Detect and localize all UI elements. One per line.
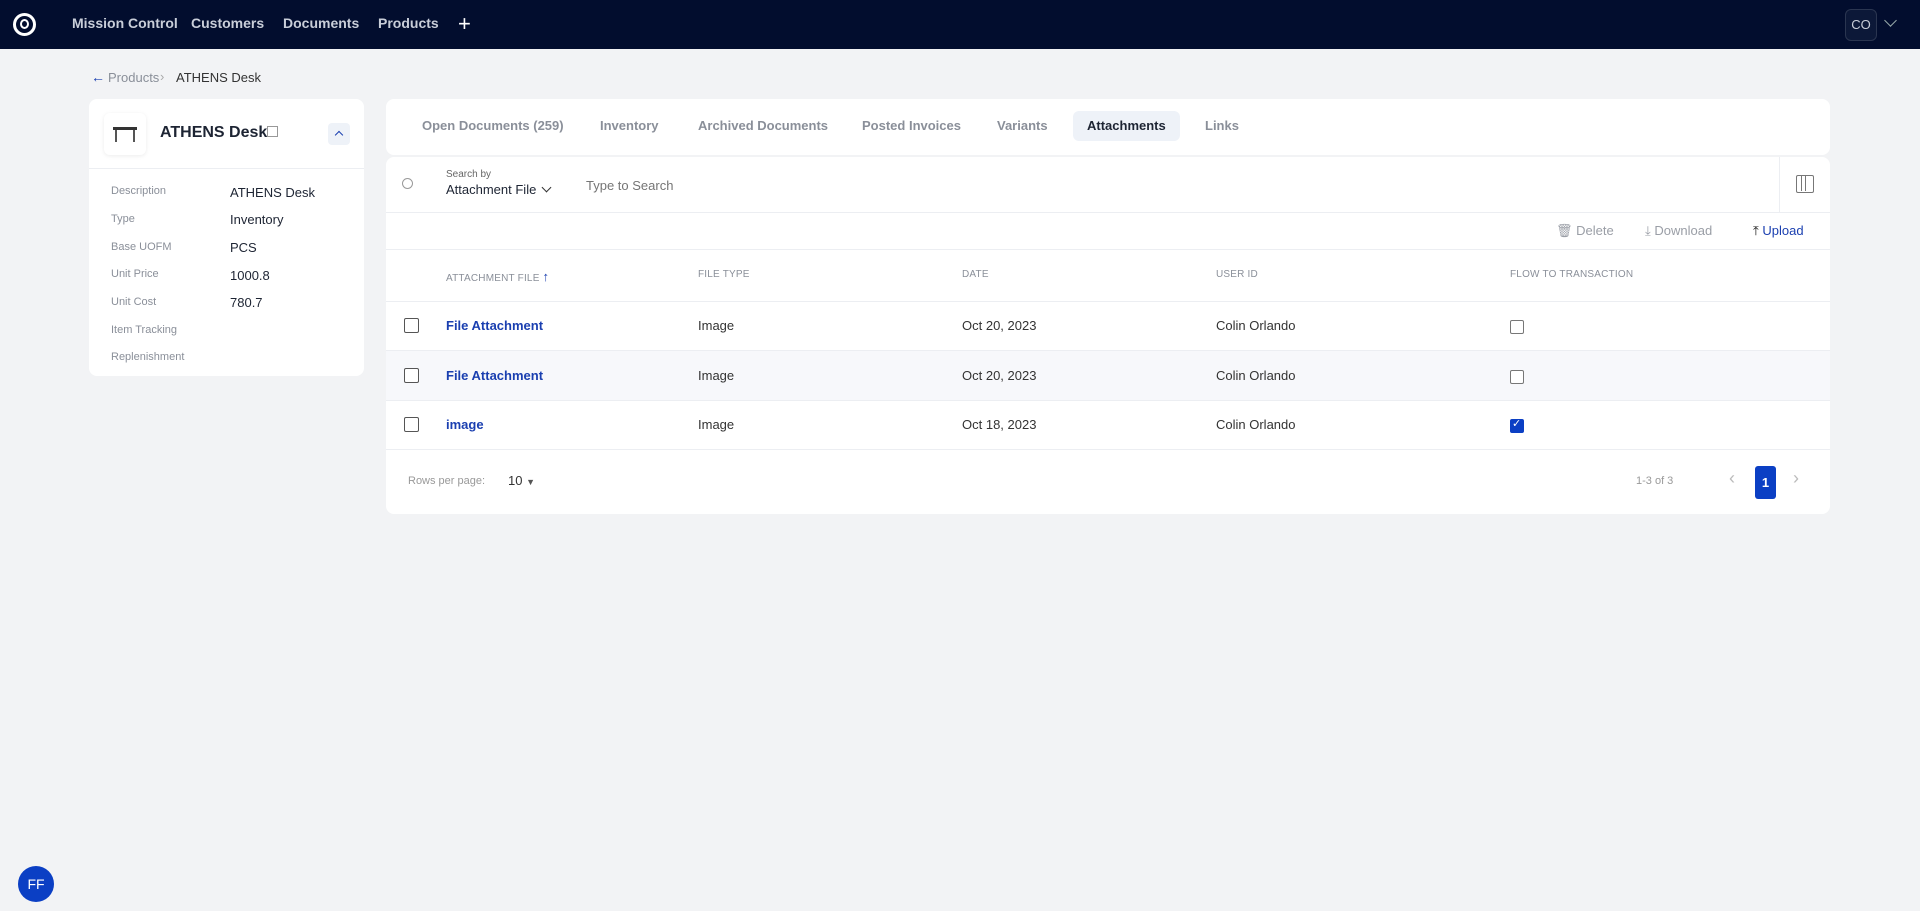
rows-per-page-value: 10 bbox=[508, 473, 523, 488]
tab-archived-documents[interactable]: Archived Documents bbox=[698, 118, 829, 133]
upload-label: Upload bbox=[1762, 223, 1804, 238]
nav-customers[interactable]: Customers bbox=[191, 15, 265, 31]
download-label: Download bbox=[1654, 223, 1713, 238]
nav-mission-control[interactable]: Mission Control bbox=[72, 15, 178, 31]
file-type-cell: Image bbox=[698, 417, 735, 432]
tab-posted-invoices[interactable]: Posted Invoices bbox=[862, 118, 961, 133]
upload-button[interactable]: ⤒ Upload bbox=[1753, 223, 1804, 239]
pagination-range: 1-3 of 3 bbox=[1636, 475, 1674, 487]
download-icon: ⤓ bbox=[1645, 223, 1651, 238]
breadcrumb-parent[interactable]: Products bbox=[108, 70, 160, 85]
column-header-attachment-file[interactable]: ATTACHMENT FILE ↑ bbox=[446, 269, 550, 284]
user-id-cell: Colin Orlando bbox=[1216, 367, 1296, 383]
breadcrumb-current: ATHENS Desk bbox=[176, 70, 261, 85]
next-page-icon[interactable]: › bbox=[1793, 468, 1799, 488]
field-label: Unit Cost bbox=[111, 296, 157, 308]
field-label: Description bbox=[111, 185, 167, 197]
column-header-date[interactable]: DATE bbox=[962, 269, 989, 280]
back-arrow-icon[interactable]: ← bbox=[91, 69, 105, 85]
search-input[interactable] bbox=[586, 174, 1686, 196]
app-logo-icon[interactable] bbox=[13, 13, 36, 36]
field-value: ATHENS Desk bbox=[230, 185, 315, 200]
field-value: 780.7 bbox=[230, 295, 263, 310]
nav-documents[interactable]: Documents bbox=[283, 15, 360, 31]
user-avatar-button[interactable]: CO bbox=[1845, 9, 1877, 41]
file-type-cell: Image bbox=[698, 367, 735, 383]
divider bbox=[386, 249, 1830, 250]
field-value: PCS bbox=[230, 240, 257, 255]
column-header-flow-to-transaction[interactable]: FLOW TO TRANSACTION bbox=[1510, 269, 1634, 280]
flow-to-transaction-checkbox[interactable] bbox=[1510, 369, 1524, 384]
delete-button[interactable]: 🗑 Delete bbox=[1556, 223, 1614, 239]
download-button[interactable]: ⤓ Download bbox=[1645, 223, 1712, 239]
attachments-table-card bbox=[386, 157, 1830, 514]
external-link-icon[interactable] bbox=[267, 126, 278, 137]
table-row[interactable]: File Attachment Image Oct 20, 2023 Colin… bbox=[386, 301, 1830, 351]
columns-icon[interactable] bbox=[1796, 175, 1814, 193]
column-header-file-type[interactable]: FILE TYPE bbox=[698, 269, 750, 280]
attachment-file-link[interactable]: File Attachment bbox=[446, 318, 544, 333]
product-thumbnail bbox=[104, 113, 146, 155]
tab-inventory[interactable]: Inventory bbox=[600, 118, 659, 133]
nav-products[interactable]: Products bbox=[378, 15, 439, 31]
page-1-button[interactable]: 1 bbox=[1755, 466, 1776, 499]
tab-links[interactable]: Links bbox=[1205, 118, 1239, 133]
search-by-label: Search by bbox=[446, 169, 492, 180]
field-label: Type bbox=[111, 213, 135, 225]
table-row[interactable]: File Attachment Image Oct 20, 2023 Colin… bbox=[386, 350, 1830, 401]
add-tab-plus-icon[interactable]: + bbox=[458, 11, 471, 36]
rows-per-page-label: Rows per page: bbox=[408, 475, 486, 487]
upload-icon: ⤒ bbox=[1753, 223, 1759, 238]
tab-open-documents[interactable]: Open Documents (259) bbox=[422, 118, 564, 133]
flow-to-transaction-checkbox[interactable] bbox=[1510, 320, 1524, 334]
field-label: Base UOFM bbox=[111, 241, 172, 253]
caret-down-icon: ▼ bbox=[526, 477, 536, 487]
tab-attachments[interactable]: Attachments bbox=[1073, 111, 1180, 141]
search-field-value: Attachment File bbox=[446, 182, 537, 197]
top-navbar bbox=[0, 0, 1920, 49]
field-label: Item Tracking bbox=[111, 324, 178, 336]
chevron-down-icon bbox=[541, 182, 552, 193]
search-icon bbox=[402, 178, 413, 189]
file-type-cell: Image bbox=[698, 318, 735, 333]
breadcrumb-separator-icon: › bbox=[160, 69, 165, 84]
sort-ascending-icon: ↑ bbox=[542, 269, 550, 284]
row-select-checkbox[interactable] bbox=[404, 367, 419, 383]
field-value: Inventory bbox=[230, 212, 284, 227]
delete-label: Delete bbox=[1576, 223, 1614, 238]
row-select-checkbox[interactable] bbox=[404, 318, 419, 333]
date-cell: Oct 20, 2023 bbox=[962, 318, 1037, 333]
divider bbox=[386, 212, 1830, 213]
user-id-cell: Colin Orlando bbox=[1216, 318, 1296, 333]
field-value: 1000.8 bbox=[230, 268, 270, 283]
chevron-up-icon bbox=[334, 130, 344, 140]
previous-page-icon[interactable]: ‹ bbox=[1729, 468, 1735, 488]
date-cell: Oct 20, 2023 bbox=[962, 367, 1037, 383]
trash-icon: 🗑 bbox=[1556, 223, 1573, 238]
field-label: Unit Price bbox=[111, 268, 159, 280]
date-cell: Oct 18, 2023 bbox=[962, 417, 1037, 432]
collapse-button[interactable] bbox=[328, 123, 350, 145]
row-select-checkbox[interactable] bbox=[404, 417, 419, 432]
user-id-cell: Colin Orlando bbox=[1216, 417, 1296, 432]
column-header-user-id[interactable]: USER ID bbox=[1216, 269, 1258, 280]
product-title: ATHENS Desk bbox=[160, 124, 268, 141]
assistant-avatar-button[interactable]: FF bbox=[18, 866, 54, 902]
attachment-file-link[interactable]: File Attachment bbox=[446, 367, 544, 383]
tab-variants[interactable]: Variants bbox=[997, 118, 1048, 133]
field-label: Replenishment bbox=[111, 351, 185, 363]
divider bbox=[386, 301, 1830, 302]
table-row[interactable]: image Image Oct 18, 2023 Colin Orlando ✓ bbox=[386, 400, 1830, 450]
attachment-file-link[interactable]: image bbox=[446, 417, 484, 432]
divider bbox=[1779, 157, 1780, 212]
divider bbox=[89, 168, 364, 169]
flow-to-transaction-checkbox[interactable]: ✓ bbox=[1510, 418, 1524, 433]
search-field-select[interactable]: Attachment File bbox=[446, 182, 552, 197]
rows-per-page-select[interactable]: 10 ▼ bbox=[508, 473, 535, 488]
